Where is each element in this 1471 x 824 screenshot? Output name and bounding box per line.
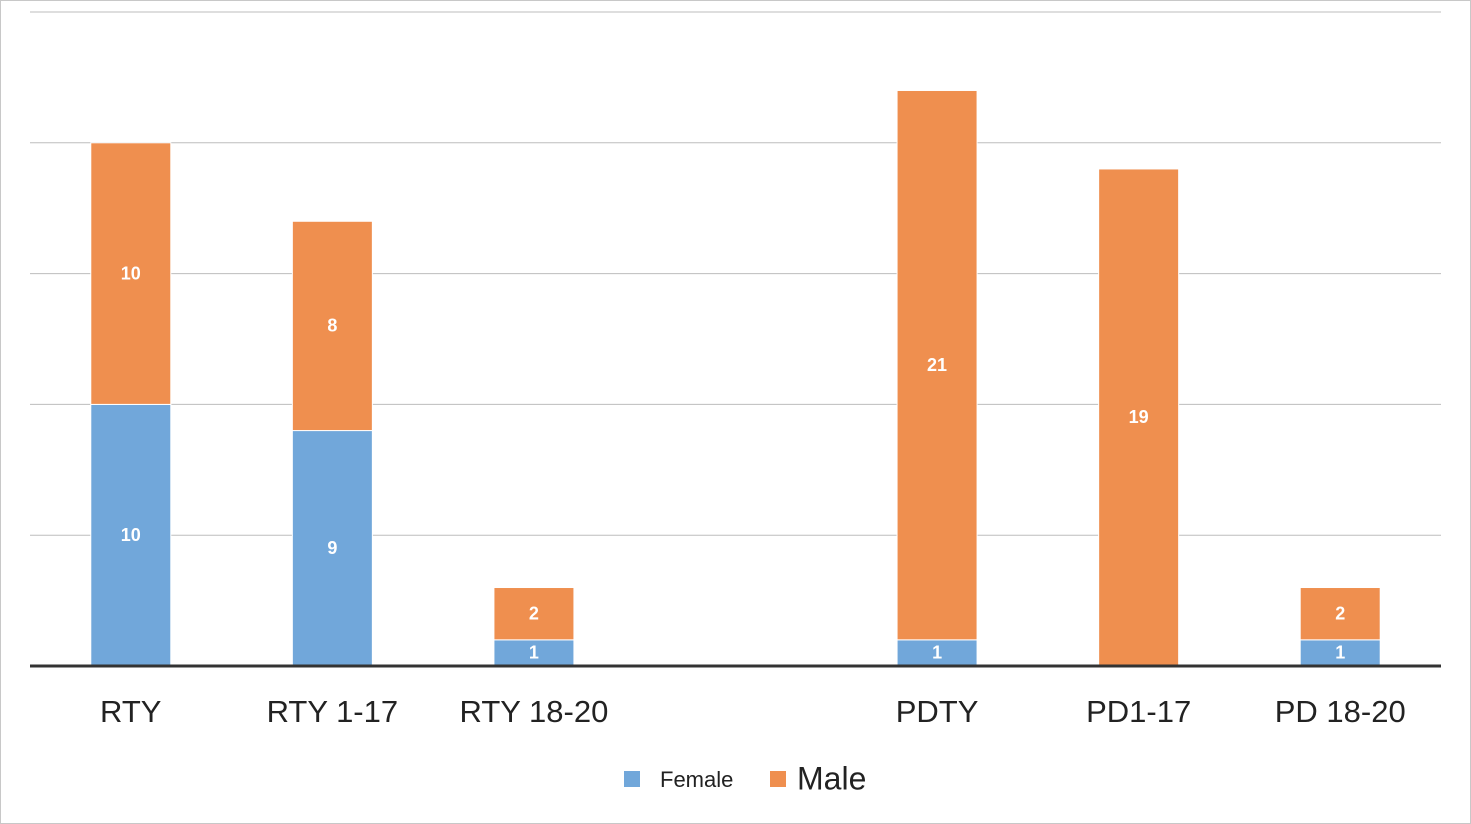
data-label: 19 bbox=[1129, 407, 1149, 427]
bar-segment bbox=[291, 220, 373, 432]
x-tick-label: PDTY bbox=[896, 694, 979, 729]
x-tick-label: RTY 1-17 bbox=[267, 694, 399, 729]
bar-segment bbox=[90, 403, 172, 667]
data-label: 21 bbox=[927, 355, 947, 375]
bar-segment bbox=[493, 587, 575, 641]
legend-swatch bbox=[770, 771, 786, 787]
x-tick-label: RTY 18-20 bbox=[460, 694, 609, 729]
legend-box bbox=[594, 752, 877, 808]
x-tick-label: RTY bbox=[100, 694, 161, 729]
x-tick-label: PD1-17 bbox=[1086, 694, 1191, 729]
data-label: 8 bbox=[327, 316, 337, 336]
legend-label: Male bbox=[797, 760, 866, 796]
data-label: 1 bbox=[529, 643, 539, 663]
bar-segment bbox=[1299, 587, 1381, 641]
bar-segment bbox=[896, 89, 978, 641]
data-label: 9 bbox=[327, 538, 337, 558]
bar-segment bbox=[1299, 639, 1381, 667]
bar-segment bbox=[90, 142, 172, 405]
bar-segment bbox=[1098, 168, 1180, 667]
data-label: 1 bbox=[932, 643, 942, 663]
data-label: 2 bbox=[1335, 603, 1345, 623]
data-label: 10 bbox=[121, 525, 141, 545]
legend-label: Female bbox=[660, 767, 733, 792]
data-label: 2 bbox=[529, 603, 539, 623]
data-label: 10 bbox=[121, 263, 141, 283]
legend-swatch bbox=[624, 771, 640, 787]
x-tick-label: PD 18-20 bbox=[1275, 694, 1406, 729]
data-label: 1 bbox=[1335, 643, 1345, 663]
